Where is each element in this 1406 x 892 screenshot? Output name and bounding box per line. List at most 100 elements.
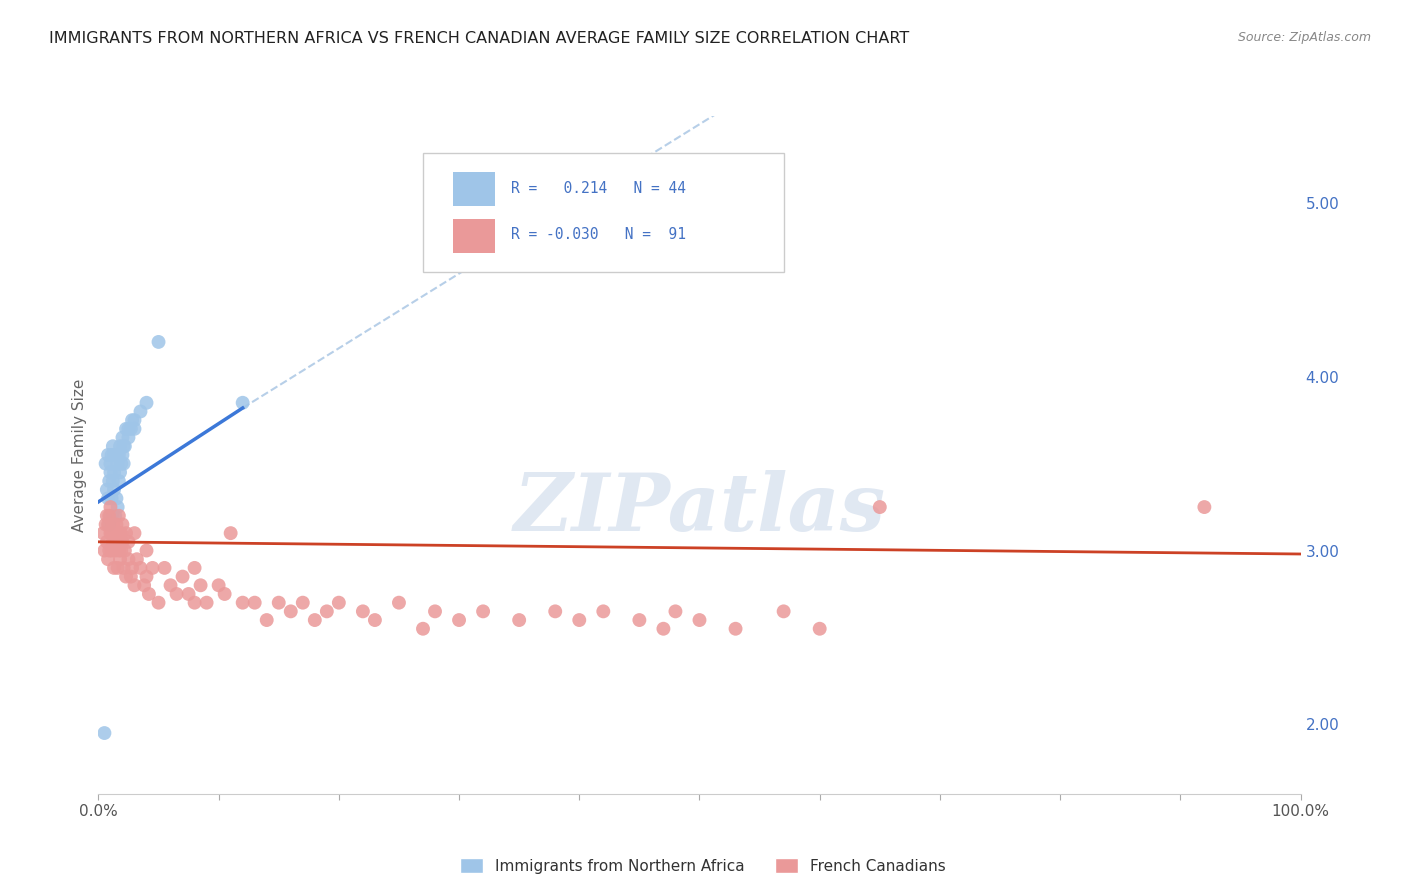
Point: [101, 508, 124, 523]
Point: [104, 543, 127, 558]
Point: [100, 508, 122, 523]
Point: [115, 526, 138, 541]
Point: [808, 622, 831, 636]
Point: [97, 491, 120, 506]
Point: [135, 543, 157, 558]
Point: [628, 613, 651, 627]
Point: [111, 517, 134, 532]
Point: [105, 517, 128, 532]
Point: [148, 596, 170, 610]
FancyBboxPatch shape: [453, 172, 495, 206]
Point: [110, 543, 132, 558]
Point: [243, 596, 266, 610]
Point: [108, 552, 131, 566]
Point: [117, 431, 139, 445]
Point: [166, 587, 188, 601]
Point: [104, 526, 127, 541]
Point: [1194, 500, 1216, 514]
Point: [447, 613, 470, 627]
Point: [110, 526, 132, 541]
Point: [108, 448, 131, 462]
Point: [124, 413, 146, 427]
Point: [124, 578, 146, 592]
Point: [114, 439, 136, 453]
Point: [103, 483, 125, 497]
Point: [124, 422, 146, 436]
Point: [100, 491, 122, 506]
Point: [100, 543, 122, 558]
Legend: Immigrants from Northern Africa, French Canadians: Immigrants from Northern Africa, French …: [454, 852, 952, 880]
Point: [103, 448, 125, 462]
Point: [100, 526, 122, 541]
Point: [120, 422, 142, 436]
Point: [98, 517, 121, 532]
Point: [97, 552, 120, 566]
Point: [772, 604, 794, 618]
Point: [388, 596, 411, 610]
Point: [98, 543, 121, 558]
Point: [159, 578, 181, 592]
Point: [101, 474, 124, 488]
Point: [93, 726, 115, 740]
Point: [107, 457, 129, 471]
Point: [129, 561, 152, 575]
Point: [117, 422, 139, 436]
Point: [124, 526, 146, 541]
Point: [103, 526, 125, 541]
Point: [100, 457, 122, 471]
Point: [219, 526, 242, 541]
Point: [96, 508, 118, 523]
Point: [121, 413, 143, 427]
Point: [105, 448, 128, 462]
Point: [101, 439, 124, 453]
Point: [115, 422, 138, 436]
Point: [103, 561, 125, 575]
Point: [183, 596, 205, 610]
FancyBboxPatch shape: [423, 153, 783, 272]
Point: [190, 578, 212, 592]
Point: [138, 587, 160, 601]
Point: [129, 404, 152, 418]
Point: [328, 596, 350, 610]
Point: [652, 622, 675, 636]
Point: [172, 569, 194, 583]
Point: [869, 500, 891, 514]
Point: [108, 439, 131, 453]
Point: [148, 334, 170, 349]
Point: [423, 604, 446, 618]
Point: [724, 622, 747, 636]
Point: [108, 543, 131, 558]
Point: [94, 457, 117, 471]
Point: [97, 448, 120, 462]
Point: [183, 561, 205, 575]
Point: [100, 500, 122, 514]
FancyBboxPatch shape: [453, 219, 495, 252]
Point: [112, 561, 135, 575]
Point: [121, 561, 143, 575]
Point: [98, 508, 121, 523]
Point: [107, 561, 129, 575]
Point: [208, 578, 231, 592]
Point: [304, 613, 326, 627]
Point: [107, 526, 129, 541]
Point: [125, 552, 148, 566]
Point: [93, 543, 115, 558]
Point: [108, 526, 131, 541]
Point: [120, 569, 142, 583]
Point: [664, 604, 686, 618]
Point: [100, 465, 122, 479]
Text: Source: ZipAtlas.com: Source: ZipAtlas.com: [1237, 31, 1371, 45]
Point: [214, 587, 236, 601]
Point: [256, 613, 278, 627]
Point: [232, 396, 254, 410]
Point: [544, 604, 567, 618]
Point: [112, 457, 135, 471]
Point: [96, 483, 118, 497]
Point: [91, 526, 114, 541]
Point: [232, 596, 254, 610]
Point: [352, 604, 374, 618]
Point: [112, 439, 135, 453]
Text: ZIPatlas: ZIPatlas: [513, 470, 886, 548]
Point: [568, 613, 591, 627]
Point: [412, 622, 434, 636]
